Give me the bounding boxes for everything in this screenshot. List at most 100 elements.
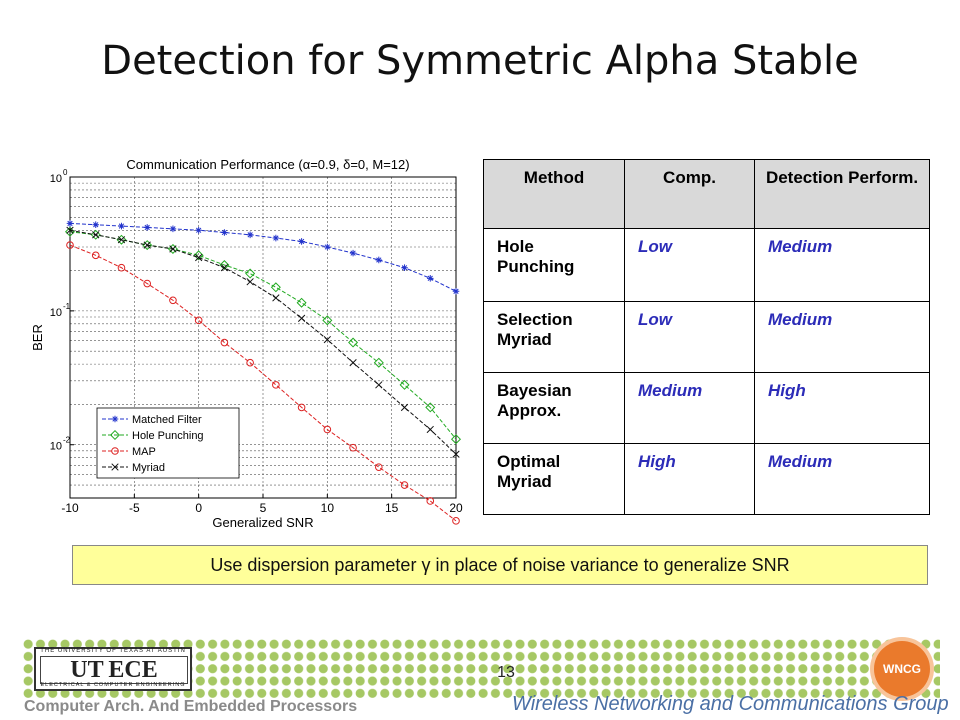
series-2-point xyxy=(349,443,357,452)
legend-label: Matched Filter xyxy=(132,414,202,426)
series-0-point xyxy=(92,221,100,229)
series-0-point xyxy=(401,264,408,272)
series-3-point xyxy=(400,403,409,412)
series-1-point xyxy=(142,240,153,251)
x-tick-label: 10 xyxy=(321,501,335,515)
series-2-point xyxy=(375,463,383,471)
series-1-point xyxy=(425,402,436,413)
series-3-point xyxy=(323,335,331,344)
table-header-row: Method Comp. Detection Perform. xyxy=(483,159,930,229)
series-0-point xyxy=(452,288,460,295)
series-0-point xyxy=(66,220,74,227)
x-tick-label: 5 xyxy=(260,501,267,515)
series-line-0 xyxy=(69,222,457,292)
series-0-point xyxy=(246,231,254,239)
footer-group: Wireless Networking and Communications G… xyxy=(512,693,949,715)
series-0-point xyxy=(349,249,357,257)
snr-note: Use dispersion parameter γ in place of n… xyxy=(72,545,928,585)
slide-title: Detection for Symmetric Alpha Stable xyxy=(101,38,859,84)
chart-title: Communication Performance (α=0.9, δ=0, M… xyxy=(126,157,409,172)
series-0-point xyxy=(118,222,125,230)
series-3-point xyxy=(246,278,254,286)
snr-note-text: Use dispersion parameter γ in place of n… xyxy=(210,554,790,575)
wncg-logo: WNCG xyxy=(874,641,930,697)
header-comp: Comp. xyxy=(624,159,755,229)
comparison-table: Method Comp. Detection Perform. Hole Pun… xyxy=(483,159,930,515)
series-3-point xyxy=(426,425,434,434)
legend-swatch-marker xyxy=(109,429,121,441)
method-cell: Hole Punching xyxy=(483,228,625,302)
series-3-point xyxy=(117,236,126,244)
series-1-point xyxy=(167,243,178,254)
series-3-point xyxy=(349,359,357,367)
footer-course: Computer Arch. And Embedded Processors xyxy=(24,698,358,715)
x-axis-label: Generalized SNR xyxy=(212,515,313,530)
series-1-point xyxy=(245,268,256,279)
series-2-point xyxy=(117,263,126,272)
series-2-point xyxy=(143,279,151,288)
legend-box xyxy=(96,407,240,479)
legend-label: Hole Punching xyxy=(132,430,204,442)
series-1-point xyxy=(322,315,333,326)
series-0-point xyxy=(221,229,228,236)
y-tick-exponent: -1 xyxy=(63,302,71,311)
series-3-point xyxy=(143,241,151,249)
y-tick-label: 10 xyxy=(50,173,62,185)
table-row: Hole Punching Low Medium xyxy=(483,228,930,302)
series-2-point xyxy=(323,425,332,434)
series-0-point xyxy=(195,226,202,234)
series-0-point xyxy=(143,224,151,231)
series-3-point xyxy=(220,264,229,272)
series-1-point xyxy=(193,250,204,261)
series-1-point xyxy=(450,434,462,445)
series-2-point xyxy=(272,381,280,389)
series-0-point xyxy=(272,234,280,242)
series-0-point xyxy=(324,243,331,251)
method-cell: Selection Myriad xyxy=(483,301,625,373)
y-tick-exponent: 0 xyxy=(63,168,68,177)
series-line-2 xyxy=(69,244,457,522)
y-tick-label: 10 xyxy=(50,441,62,453)
comp-cell: High xyxy=(624,443,755,515)
logo-main-text: UT ECE xyxy=(40,656,188,684)
page-number: 13 xyxy=(497,664,515,681)
method-cell: Optimal Myriad xyxy=(483,443,625,515)
series-2-point xyxy=(194,316,203,325)
y-tick-exponent: -2 xyxy=(63,436,71,445)
legend-swatch-marker xyxy=(111,447,119,455)
table-row: Selection Myriad Low Medium xyxy=(483,301,930,373)
comp-cell: Low xyxy=(624,228,755,302)
series-0-point xyxy=(426,275,434,282)
header-detection: Detection Perform. xyxy=(754,159,930,229)
series-1-point xyxy=(90,229,101,240)
series-1-point xyxy=(373,357,384,368)
series-2-point xyxy=(452,517,460,525)
comp-cell: Medium xyxy=(624,372,755,444)
series-3-point xyxy=(452,450,460,458)
series-3-point xyxy=(195,253,203,262)
series-2-point xyxy=(66,241,74,249)
series-0-point xyxy=(298,238,305,245)
legend-label: MAP xyxy=(132,446,156,458)
legend-swatch-marker xyxy=(111,463,119,471)
series-0-point xyxy=(375,256,383,264)
series-1-point xyxy=(399,379,410,390)
series-3-point xyxy=(375,381,383,389)
perf-cell: Medium xyxy=(754,443,930,515)
series-2-point xyxy=(400,481,409,489)
series-3-point xyxy=(272,294,280,302)
method-cell: Bayesian Approx. xyxy=(483,372,625,444)
series-1-point xyxy=(116,234,127,245)
series-2-point xyxy=(297,403,306,412)
y-tick-label: 10 xyxy=(50,307,62,319)
series-3-point xyxy=(169,245,177,253)
series-1-point xyxy=(296,297,307,308)
series-2-point xyxy=(220,338,229,347)
perf-cell: High xyxy=(754,372,930,444)
series-line-1 xyxy=(69,231,457,440)
x-tick-label: -10 xyxy=(61,501,79,515)
series-2-point xyxy=(169,296,177,305)
perf-cell: Medium xyxy=(754,301,930,373)
wncg-logo-text: WNCG xyxy=(883,662,921,676)
